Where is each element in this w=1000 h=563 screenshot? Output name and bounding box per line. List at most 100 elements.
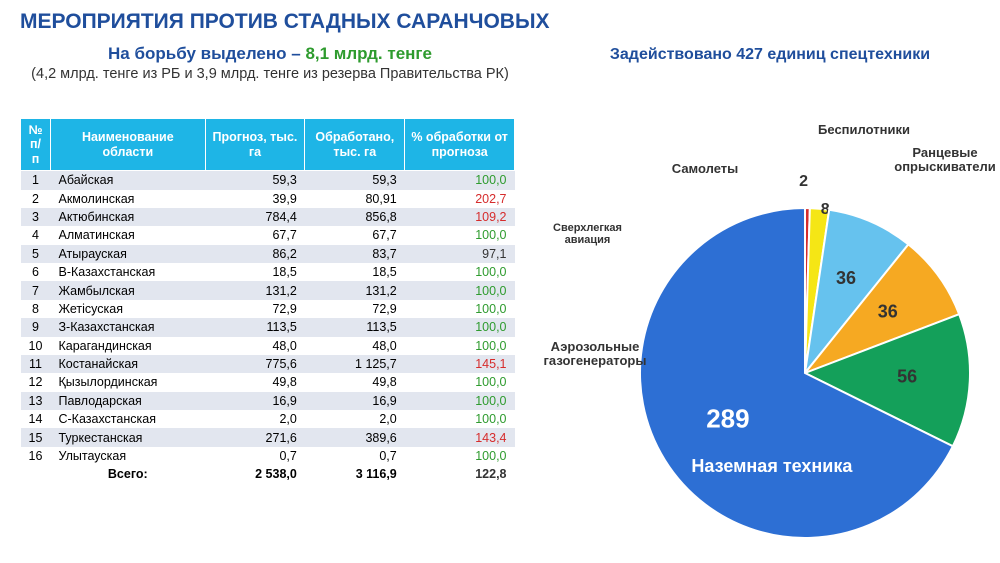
table-row: 15Туркестанская271,6389,6143,4 bbox=[21, 428, 515, 446]
cell-forecast: 67,7 bbox=[205, 226, 305, 244]
cell-name: С-Казахстанская bbox=[50, 410, 205, 428]
cell-num: 11 bbox=[21, 355, 51, 373]
cell-processed: 18,5 bbox=[305, 263, 405, 281]
cell-forecast: 16,9 bbox=[205, 392, 305, 410]
table-row: 9З-Казахстанская113,5113,5100,0 bbox=[21, 318, 515, 336]
cell-num: 15 bbox=[21, 428, 51, 446]
pie-slice-value: 56 bbox=[897, 367, 917, 387]
cell-num: 8 bbox=[21, 300, 51, 318]
cell-name: Актюбинская bbox=[50, 208, 205, 226]
pie-slice-value: 2 bbox=[799, 173, 808, 190]
pie-external-label: Самолеты bbox=[655, 162, 755, 176]
cell-num: 1 bbox=[21, 171, 51, 190]
cell-pct: 97,1 bbox=[405, 245, 515, 263]
table-row: 11Костанайская775,61 125,7145,1 bbox=[21, 355, 515, 373]
cell-forecast: 59,3 bbox=[205, 171, 305, 190]
pie-slice-value: 36 bbox=[878, 302, 898, 322]
cell-forecast: 18,5 bbox=[205, 263, 305, 281]
cell-num: 14 bbox=[21, 410, 51, 428]
cell-name: З-Казахстанская bbox=[50, 318, 205, 336]
cell-forecast: 39,9 bbox=[205, 190, 305, 208]
cell-num bbox=[21, 465, 51, 483]
cell-num: 5 bbox=[21, 245, 51, 263]
table-row: 14С-Казахстанская2,02,0100,0 bbox=[21, 410, 515, 428]
budget-line2: (4,2 млрд. тенге из РБ и 3,9 млрд. тенге… bbox=[20, 66, 520, 82]
cell-processed: 59,3 bbox=[305, 171, 405, 190]
cell-forecast: 113,5 bbox=[205, 318, 305, 336]
th-processed: Обработано, тыс. га bbox=[305, 119, 405, 171]
pie-chart: 28363656289Наземная техника Беспилотники… bbox=[540, 118, 985, 548]
table-row: 8Жетісуская72,972,9100,0 bbox=[21, 300, 515, 318]
budget-line1: На борьбу выделено – 8,1 млрд. тенге bbox=[20, 44, 520, 64]
cell-pct: 100,0 bbox=[405, 392, 515, 410]
cell-processed: 83,7 bbox=[305, 245, 405, 263]
table-row: 13Павлодарская16,916,9100,0 bbox=[21, 392, 515, 410]
cell-processed: 113,5 bbox=[305, 318, 405, 336]
table-row: 3Актюбинская784,4856,8109,2 bbox=[21, 208, 515, 226]
cell-pct: 100,0 bbox=[405, 318, 515, 336]
cell-pct: 100,0 bbox=[405, 171, 515, 190]
cell-forecast: 271,6 bbox=[205, 428, 305, 446]
cell-pct: 100,0 bbox=[405, 226, 515, 244]
cell-forecast: 86,2 bbox=[205, 245, 305, 263]
cell-name: Акмолинская bbox=[50, 190, 205, 208]
page-title: МЕРОПРИЯТИЯ ПРОТИВ СТАДНЫХ САРАНЧОВЫХ bbox=[20, 10, 550, 34]
table-row: 12Қызылординская49,849,8100,0 bbox=[21, 373, 515, 391]
cell-num: 9 bbox=[21, 318, 51, 336]
table-row: 4Алматинская67,767,7100,0 bbox=[21, 226, 515, 244]
budget-block: На борьбу выделено – 8,1 млрд. тенге (4,… bbox=[20, 44, 520, 82]
cell-pct: 109,2 bbox=[405, 208, 515, 226]
table-total-row: Всего:2 538,03 116,9122,8 bbox=[21, 465, 515, 483]
cell-forecast: 131,2 bbox=[205, 281, 305, 299]
cell-processed: 1 125,7 bbox=[305, 355, 405, 373]
cell-forecast: 2 538,0 bbox=[205, 465, 305, 483]
pie-external-label: Беспилотники bbox=[804, 123, 924, 137]
cell-num: 10 bbox=[21, 337, 51, 355]
cell-forecast: 775,6 bbox=[205, 355, 305, 373]
cell-processed: 3 116,9 bbox=[305, 465, 405, 483]
cell-processed: 2,0 bbox=[305, 410, 405, 428]
regions-table: № п/п Наименование области Прогноз, тыс.… bbox=[20, 118, 515, 484]
th-name: Наименование области bbox=[50, 119, 205, 171]
cell-pct: 202,7 bbox=[405, 190, 515, 208]
cell-pct: 100,0 bbox=[405, 410, 515, 428]
pie-external-label: Аэрозольные газогенераторы bbox=[535, 340, 655, 369]
th-pct: % обработки от прогноза bbox=[405, 119, 515, 171]
cell-name: Жетісуская bbox=[50, 300, 205, 318]
cell-processed: 0,7 bbox=[305, 447, 405, 465]
cell-num: 12 bbox=[21, 373, 51, 391]
th-forecast: Прогноз, тыс. га bbox=[205, 119, 305, 171]
cell-forecast: 72,9 bbox=[205, 300, 305, 318]
cell-name: В-Казахстанская bbox=[50, 263, 205, 281]
cell-forecast: 784,4 bbox=[205, 208, 305, 226]
cell-pct: 100,0 bbox=[405, 447, 515, 465]
cell-pct: 100,0 bbox=[405, 300, 515, 318]
table-row: 7Жамбылская131,2131,2100,0 bbox=[21, 281, 515, 299]
cell-num: 4 bbox=[21, 226, 51, 244]
cell-processed: 67,7 bbox=[305, 226, 405, 244]
pie-external-label: Сверхлегкая авиация bbox=[540, 222, 635, 246]
cell-processed: 48,0 bbox=[305, 337, 405, 355]
table-row: 1Абайская59,359,3100,0 bbox=[21, 171, 515, 190]
cell-pct: 143,4 bbox=[405, 428, 515, 446]
cell-name: Костанайская bbox=[50, 355, 205, 373]
cell-processed: 49,8 bbox=[305, 373, 405, 391]
cell-pct: 100,0 bbox=[405, 337, 515, 355]
cell-pct: 100,0 bbox=[405, 281, 515, 299]
pie-external-label: Ранцевые опрыскиватели bbox=[890, 146, 1000, 175]
cell-processed: 856,8 bbox=[305, 208, 405, 226]
cell-processed: 16,9 bbox=[305, 392, 405, 410]
cell-num: 3 bbox=[21, 208, 51, 226]
pie-slice-value: 36 bbox=[836, 268, 856, 288]
cell-pct: 100,0 bbox=[405, 373, 515, 391]
table-row: 2Акмолинская39,980,91202,7 bbox=[21, 190, 515, 208]
th-num: № п/п bbox=[21, 119, 51, 171]
cell-name: Атырауская bbox=[50, 245, 205, 263]
cell-name: Туркестанская bbox=[50, 428, 205, 446]
table-row: 16Улытауская0,70,7100,0 bbox=[21, 447, 515, 465]
cell-name: Всего: bbox=[50, 465, 205, 483]
table-row: 10Карагандинская48,048,0100,0 bbox=[21, 337, 515, 355]
cell-forecast: 2,0 bbox=[205, 410, 305, 428]
budget-prefix: На борьбу выделено – bbox=[108, 44, 305, 63]
cell-pct: 145,1 bbox=[405, 355, 515, 373]
